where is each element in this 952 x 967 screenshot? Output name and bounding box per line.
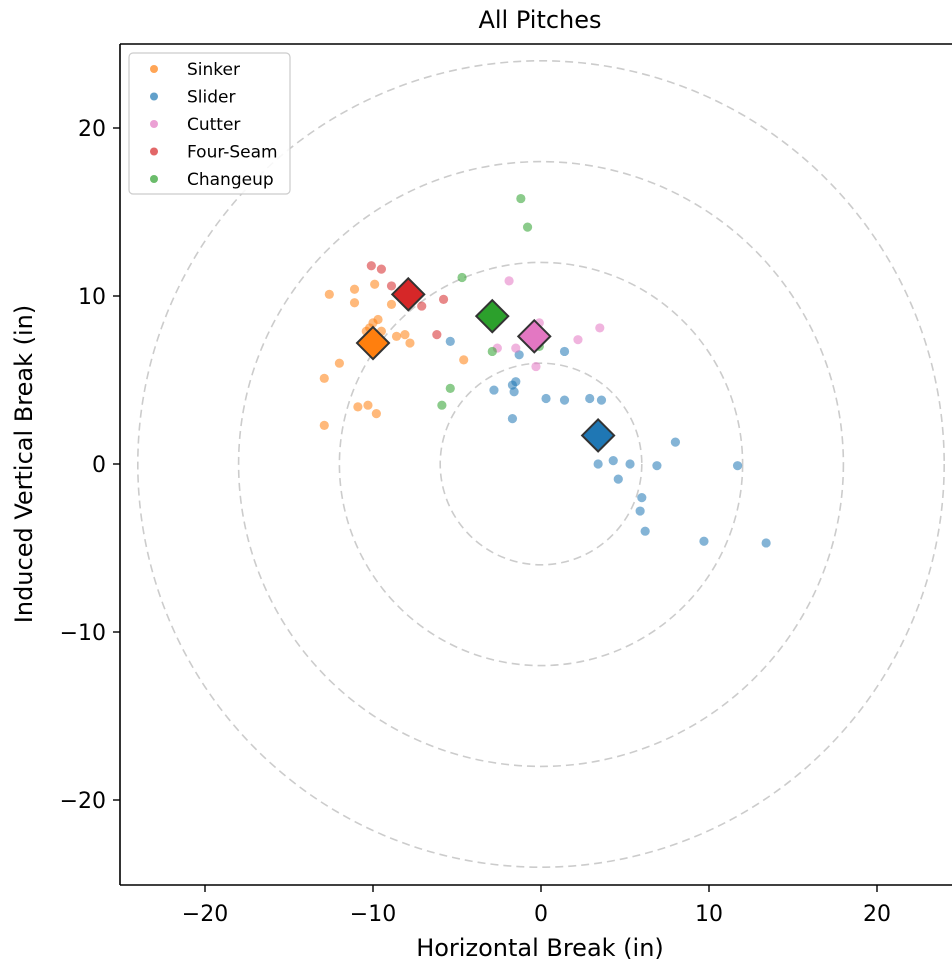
reference-circle [237,160,845,768]
point-sinker [353,402,363,412]
legend-label-changeup: Changeup [187,170,274,190]
point-slider [608,456,618,466]
point-sinker [363,400,373,410]
x-tick-label: −20 [182,902,228,927]
legend: Sinker Slider Cutter Four-Seam Changeup [128,52,291,195]
point-changeup [457,272,467,283]
legend-box [128,52,291,195]
mean-marker-four-seam [390,276,426,312]
point-cutter [504,276,514,286]
point-slider [559,395,570,405]
point-slider [640,526,650,536]
reference-circle [439,362,643,566]
y-tick-label: 20 [78,117,106,142]
point-four-seam [386,281,397,291]
legend-label-slider: Slider [187,88,235,108]
point-slider [596,395,607,405]
y-axis-ticks: −20 −10 0 10 20 [60,117,120,814]
legend-marker-cutter [150,120,158,128]
legend-marker-sinker [150,65,158,73]
legend-marker-changeup [150,175,158,183]
reference-circle [338,261,744,667]
point-slider [585,393,595,404]
point-slider [732,461,743,471]
point-changeup [516,193,526,204]
point-four-seam [376,264,386,274]
legend-marker-four-seam [150,147,158,156]
point-changeup [437,400,447,410]
point-slider [489,385,499,395]
mean-marker-slider [580,418,616,453]
point-changeup [522,222,533,232]
y-tick-label: 10 [78,285,106,310]
mean-markers [355,276,616,453]
point-slider [637,493,647,503]
point-slider [761,538,771,548]
legend-label-sinker: Sinker [187,60,240,80]
x-axis-ticks: −20 −10 0 10 20 [182,885,891,927]
point-sinker [386,299,397,309]
point-slider [652,461,662,471]
scatter-points [319,193,771,548]
point-changeup [445,383,455,393]
reference-circle [136,59,946,869]
point-sinker [371,409,381,419]
point-changeup [487,346,497,357]
point-sinker [334,358,344,368]
mean-marker-changeup [474,298,510,334]
legend-label-cutter: Cutter [187,115,240,135]
point-slider [699,536,709,546]
mean-marker-cutter [516,318,552,354]
point-sinker [400,330,410,340]
point-slider [670,437,681,447]
point-sinker [391,331,402,341]
point-slider [625,459,635,469]
point-slider [445,336,455,346]
point-cutter [595,323,605,333]
chart-title: All Pitches [478,6,601,34]
point-cutter [511,343,521,353]
y-tick-label: −10 [60,621,106,646]
y-axis-label: Induced Vertical Break (in) [10,305,38,623]
y-tick-label: −20 [60,789,106,814]
point-slider [613,474,623,484]
mean-marker-sinker [355,325,391,361]
point-sinker [459,355,469,365]
point-slider [635,506,645,516]
point-slider [559,346,570,357]
point-sinker [319,373,329,383]
point-sinker [324,289,334,299]
point-cutter [531,361,541,372]
legend-label-four-seam: Four-Seam [187,143,278,163]
point-sinker [349,284,360,294]
x-tick-label: −10 [350,902,396,927]
reference-circles [136,59,946,869]
point-four-seam [432,330,442,340]
legend-marker-slider [150,92,158,101]
point-four-seam [417,301,427,311]
point-slider [593,459,603,469]
point-sinker [370,279,380,289]
x-tick-label: 20 [863,902,891,927]
x-tick-label: 10 [695,902,723,927]
point-slider [541,393,551,404]
x-axis-label: Horizontal Break (in) [416,934,664,962]
point-sinker [349,298,360,308]
point-sinker [373,314,383,325]
x-tick-label: 0 [534,902,548,927]
point-sinker [405,338,415,348]
point-four-seam [438,294,449,304]
point-sinker [319,420,329,430]
y-tick-label: 0 [92,453,106,478]
point-cutter [573,335,583,345]
point-slider [509,387,519,397]
point-four-seam [366,261,376,271]
point-slider [507,414,518,424]
